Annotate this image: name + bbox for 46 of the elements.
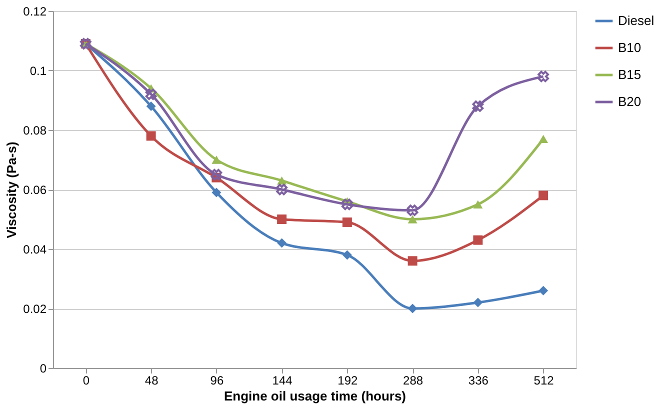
legend-label: B15 [618, 67, 642, 82]
point [473, 235, 483, 245]
point [212, 156, 222, 164]
point [406, 204, 418, 216]
legend-label: Diesel [618, 13, 654, 28]
point [146, 131, 156, 141]
point [538, 190, 548, 200]
y-tick-label: 0.12 [23, 4, 47, 18]
point [408, 215, 418, 224]
point [146, 101, 156, 111]
point [472, 100, 484, 112]
point [341, 198, 353, 210]
x-tick-label: 512 [534, 374, 554, 388]
y-tick-label: 0.08 [23, 124, 47, 138]
x-tick-label: 0 [82, 374, 90, 388]
point [342, 217, 352, 227]
y-tick-label: 0 [40, 362, 47, 376]
x-tick-label: 144 [272, 374, 293, 388]
y-axis-title: Viscosity (Pa-s) [4, 142, 20, 238]
point [473, 200, 483, 208]
point [473, 298, 483, 308]
point [276, 184, 288, 196]
x-tick-label: 288 [403, 374, 424, 388]
x-tick-label: 336 [468, 374, 489, 388]
point [538, 286, 548, 296]
x-tick-label: 48 [144, 374, 159, 388]
point [408, 256, 418, 266]
y-tick-label: 0.04 [23, 242, 47, 256]
point [408, 304, 418, 314]
point [210, 168, 222, 180]
y-tick-label: 0.06 [23, 183, 47, 197]
point [277, 176, 287, 185]
legend-label: B10 [618, 40, 642, 55]
point [212, 188, 222, 198]
y-tick-label: 0.1 [30, 64, 47, 78]
x-tick-label: 192 [338, 374, 358, 388]
point [277, 238, 287, 248]
x-axis-title: Engine oil usage time (hours) [224, 388, 406, 404]
x-tick-label: 96 [210, 374, 224, 388]
legend-label: B20 [618, 94, 642, 109]
point [538, 70, 550, 82]
point [342, 250, 352, 260]
point [538, 134, 548, 144]
y-tick-label: 0.02 [23, 302, 47, 316]
point [277, 214, 287, 224]
point [145, 88, 157, 100]
